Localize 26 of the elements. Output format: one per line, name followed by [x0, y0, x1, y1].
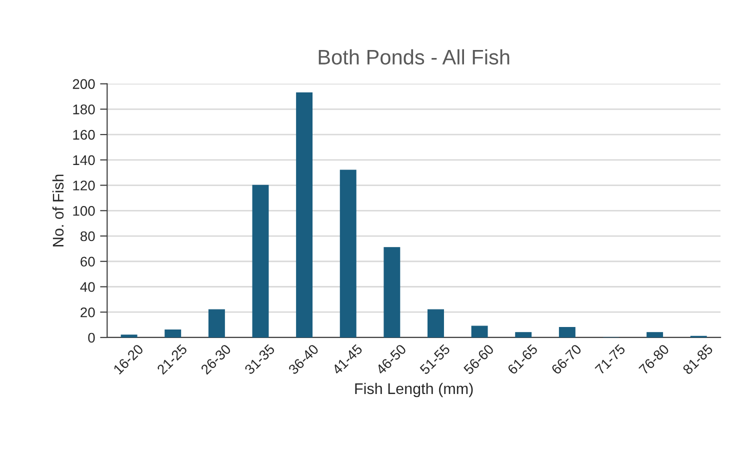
bar — [120, 334, 138, 338]
y-tick-label: 140 — [73, 155, 95, 166]
y-tick-label: 80 — [80, 231, 95, 242]
y-tick-label: 160 — [73, 130, 95, 140]
y-tick-label: 120 — [73, 180, 95, 190]
bar — [428, 309, 444, 338]
bar — [252, 184, 269, 338]
y-tick-label: 200 — [72, 79, 95, 89]
y-tick-label: 100 — [73, 206, 95, 216]
bar — [471, 326, 488, 338]
bar — [164, 330, 182, 338]
chart-title: Both Ponds - All Fish — [318, 49, 510, 65]
bar — [558, 326, 576, 338]
x-axis-title: Fish Length (mm) — [355, 382, 473, 398]
y-axis-title: No. of Fish — [52, 174, 64, 246]
y-tick-label: 40 — [80, 282, 95, 292]
y-tick-label: 0 — [88, 332, 95, 343]
bar — [515, 332, 532, 338]
bar — [208, 309, 225, 338]
y-tick-label: 180 — [73, 104, 95, 114]
y-tick-label: 20 — [80, 307, 95, 318]
bar — [340, 170, 356, 338]
bar — [296, 92, 313, 338]
bar — [646, 332, 664, 338]
bar — [384, 247, 400, 338]
y-tick-label: 60 — [80, 256, 95, 267]
